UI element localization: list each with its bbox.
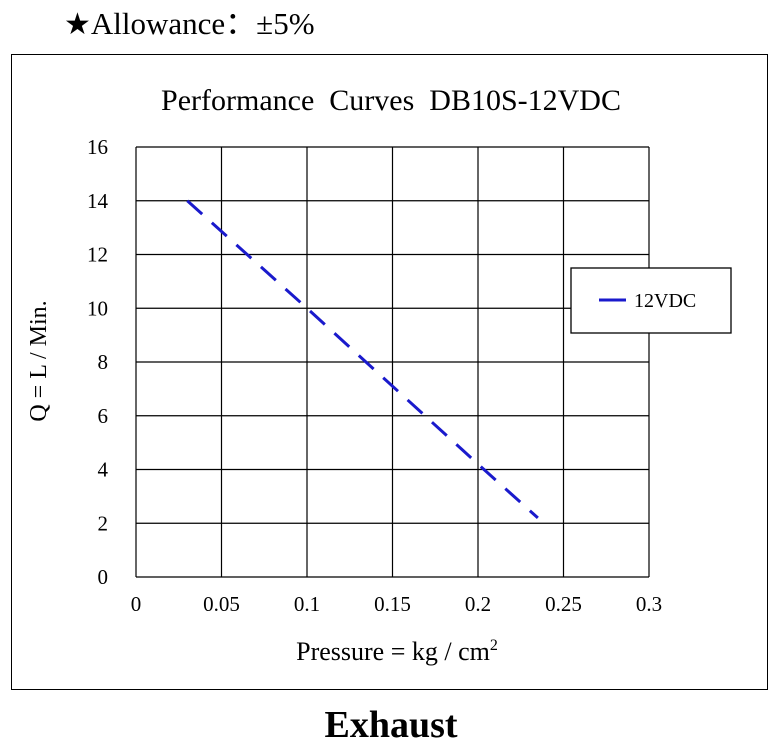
x-axis-label-superscript: 2: [490, 637, 498, 654]
series-line-12VDC: [186, 199, 539, 519]
star-icon: ★: [64, 7, 91, 42]
y-axis-label: Q = L / Min.: [26, 300, 52, 421]
allowance-text: Allowance：±5%: [90, 6, 315, 41]
x-axis-label: Pressure = kg / cm2: [296, 637, 498, 666]
chart-title: Performance Curves DB10S-12VDC: [161, 84, 621, 117]
x-tick-label: 0.15: [374, 592, 411, 616]
x-tick-label: 0: [131, 592, 142, 616]
legend-label: 12VDC: [634, 290, 696, 312]
series-group: [186, 199, 539, 519]
legend-box: [570, 267, 732, 334]
y-tick-label: 2: [98, 511, 109, 535]
y-tick-label: 10: [87, 296, 108, 320]
axis-ticks: 0 0.05 0.1 0.15 0.2 0.25 0.3 0 2 4 6 8 10 12 14 16: [87, 135, 662, 616]
x-axis-label-main: Pressure = kg / cm: [296, 637, 490, 666]
y-tick-label: 8: [98, 350, 109, 374]
y-tick-label: 16: [87, 135, 108, 159]
exhaust-label: Exhaust: [324, 704, 458, 746]
y-tick-label: 0: [98, 565, 109, 589]
y-tick-label: 12: [87, 243, 108, 267]
y-tick-label: 6: [98, 404, 109, 428]
legend: 12VDC: [570, 267, 732, 334]
x-tick-label: 0.3: [636, 592, 662, 616]
chart-frame: [11, 54, 768, 690]
x-tick-label: 0.25: [545, 592, 582, 616]
chart-grid: [135, 146, 650, 578]
x-tick-label: 0.2: [465, 592, 491, 616]
y-tick-label: 14: [87, 189, 109, 213]
y-tick-label: 4: [98, 458, 109, 482]
allowance-note: ★Allowance：±5%: [64, 4, 315, 45]
x-tick-label: 0.1: [294, 592, 320, 616]
x-tick-label: 0.05: [203, 592, 240, 616]
